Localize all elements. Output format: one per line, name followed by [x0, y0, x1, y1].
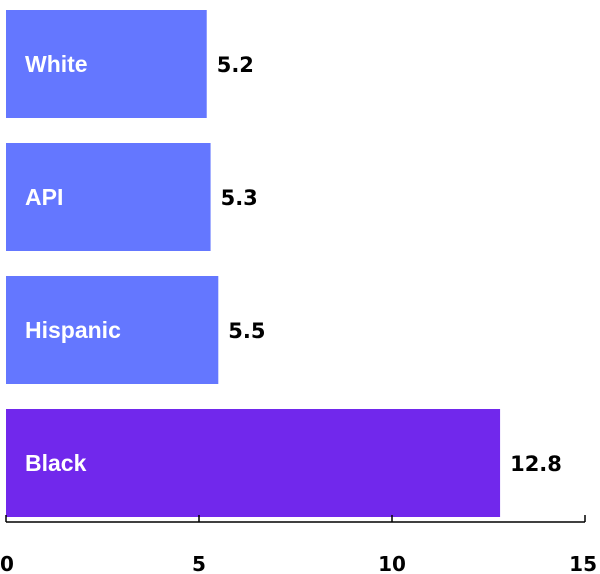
- bars-layer: White 5.2 API 5.3 Hispanic 5.5 Black 12.8: [6, 10, 562, 517]
- value-label-hispanic: 5.5: [228, 319, 265, 343]
- x-tick-label-5: 5: [192, 552, 206, 574]
- x-tick-label-15: 15: [569, 552, 597, 574]
- x-axis: 0 5 10 15: [0, 515, 597, 574]
- value-label-black: 12.8: [510, 452, 562, 476]
- bar-api: [6, 143, 211, 251]
- bar-black: [6, 409, 501, 517]
- bar-label-black: Black: [25, 450, 87, 476]
- x-tick-label-10: 10: [378, 552, 406, 574]
- bar-label-hispanic: Hispanic: [25, 317, 121, 343]
- bar-hispanic: [6, 276, 219, 384]
- bar-white: [6, 10, 207, 118]
- value-label-api: 5.3: [221, 186, 258, 210]
- value-label-white: 5.2: [217, 53, 254, 77]
- bar-label-api: API: [25, 184, 63, 210]
- x-tick-label-0: 0: [0, 552, 14, 574]
- bar-label-white: White: [25, 51, 88, 77]
